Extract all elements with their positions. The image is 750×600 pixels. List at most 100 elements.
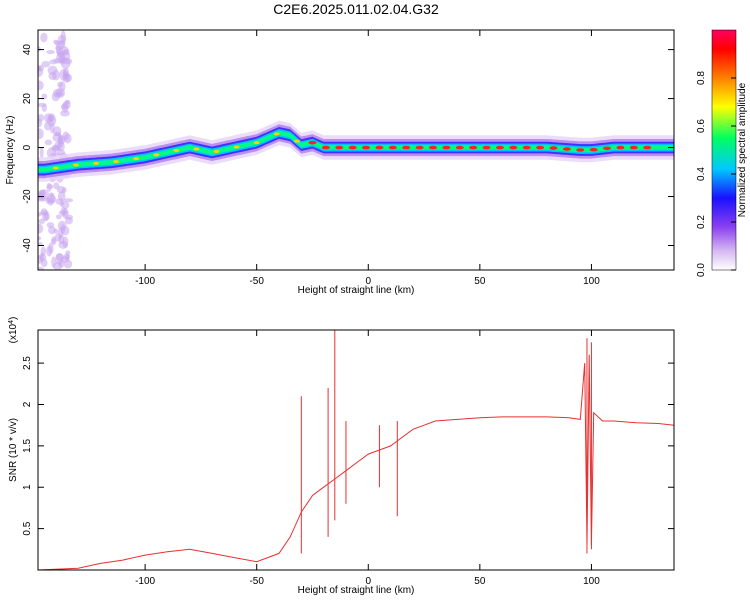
snr-y-tick-label: 2 [22,401,33,407]
spectrogram-peak [522,145,531,150]
spectrogram-noise-blob [41,60,51,68]
colorbar-tick-label: 0.8 [696,71,707,85]
spectrogram-peak [495,145,504,150]
spectrogram-noise-blob [57,220,67,231]
spectrogram-noise-blob [53,228,59,234]
snr-x-tick-label: -50 [249,576,264,587]
spectrogram-peak [469,145,478,150]
spectrogram-noise-blob [62,58,73,65]
spectrogram-peak [643,145,652,150]
spectrogram-peak [589,147,598,152]
spectrogram-noise-blob [38,236,42,241]
spectrogram-noise-blob [56,214,62,220]
spectrogram-y-tick-label: 40 [22,44,33,56]
spectrogram-noise-blob [57,141,65,152]
spectrogram-noise-blob [55,253,64,266]
spectrogram-peak [509,145,518,150]
spectrogram-noise-blob [38,212,42,217]
snr-panel: -100 -50 0 50 100 0.5 1 1.5 2 2.5 Height of stra… [8,317,675,596]
spectrogram-peak [629,145,638,150]
spectrogram-noise-blob [58,240,68,249]
spectrogram-noise-blob [44,139,53,146]
colorbar: 0.0 0.2 0.4 0.6 0.8 Normalized spectral ampl… [696,29,748,277]
spectrogram-peak [576,148,585,152]
spectrogram-peak [455,145,464,150]
colorbar-gradient [711,29,737,271]
snr-x-tick-label: 50 [474,576,486,587]
spectrogram-peak [233,145,240,149]
spectrogram-peak [442,145,451,150]
spectrogram-noise-blob [51,238,56,244]
spectrogram-y-tick-label: -20 [22,189,33,204]
spectrogram-noise-blob [48,116,53,123]
spectrogram-noise-blob [58,210,69,215]
snr-x-tick-label: 0 [365,576,371,587]
spectrogram-noise-blob [47,65,58,75]
spectrogram-noise-blob [46,49,55,55]
spectrogram-noise-blob [63,198,74,203]
spectrogram-peak [52,166,59,170]
spectrogram-peak [173,148,180,152]
spectrogram-peak [133,157,140,161]
spectrogram-peak [388,145,397,150]
spectrogram-noise-blob [38,223,44,234]
spectrogram-noise-blob [38,128,44,140]
spectrogram-noise-blob [54,131,62,136]
spectrogram-peak [375,145,384,150]
spectrogram-noise-blob [38,266,45,270]
spectrogram-noise-blob [62,70,68,80]
spectrogram-x-label: Height of straight line (km) [298,285,415,296]
spectrogram-peak [113,160,120,164]
spectrogram-noise-blob [38,113,45,122]
spectrogram-noise-blob [40,32,48,43]
spectrogram-noise-blob [60,110,70,117]
spectrogram-noise-blob [38,66,44,78]
spectrogram-x-tick-label: -100 [135,276,155,287]
snr-y-scale-base: (x10 [8,323,19,343]
spectrogram-noise-blob [49,192,56,204]
snr-y-tick-label: 1.5 [22,438,33,452]
spectrogram-y-ticks: -40 -20 0 20 40 [22,44,674,253]
spectrogram-peak [348,145,357,150]
snr-y-tick-label: 0.5 [22,521,33,535]
spectrogram-frame [37,29,675,271]
spectrogram-noise-blob [46,222,55,228]
spectrogram-peak [293,139,300,143]
spectrogram-noise-blob [56,49,66,55]
spectrogram-peak [603,146,612,151]
snr-x-tick-label: 100 [583,576,600,587]
spectrogram-noise-blob [46,184,54,190]
spectrogram-noise-blob [57,81,63,88]
snr-x-label: Height of straight line (km) [298,585,415,596]
spectrogram-noise-blob [38,80,44,91]
spectrogram-noise-blob [57,191,66,202]
spectrogram-noise-blob [38,218,46,225]
spectrogram-peak [362,145,371,150]
spectrogram-peak [273,132,280,136]
spectrogram-noise-blob [39,146,44,159]
colorbar-tick-label: 0.4 [696,167,707,181]
colorbar-label: Normalized spectral amplitude [737,82,748,217]
colorbar-tick-label: 0.2 [696,215,707,229]
spectrogram-peak [153,153,160,157]
snr-y-scale-close: ) [8,317,19,320]
spectrogram-y-tick-label: 0 [22,144,33,150]
spectrogram-y-label: Frequency (Hz) [5,116,16,185]
colorbar-tick-label: 0.6 [696,119,707,133]
snr-y-ticks: 0.5 1 1.5 2 2.5 [22,356,674,536]
svg-text:(x104): (x104) [8,317,20,344]
spectrogram-peak [253,141,260,145]
spectrogram-peak [335,145,344,150]
spectrogram-peak [213,149,220,153]
snr-series-line [38,354,674,570]
snr-frame [37,329,675,571]
snr-y-label: SNR (10 * v/v) [8,418,19,482]
spectrogram-noise-blob [53,39,60,44]
spectrogram-peak [402,145,411,150]
spectrogram-x-tick-label: 0 [365,276,371,287]
snr-x-ticks: -100 -50 0 50 100 [135,330,600,587]
spectrogram-peak [482,145,491,150]
spectrogram-y-tick-label: 20 [22,93,33,105]
spectrogram-peak [562,147,571,151]
spectrogram-noise-blob [49,59,58,65]
